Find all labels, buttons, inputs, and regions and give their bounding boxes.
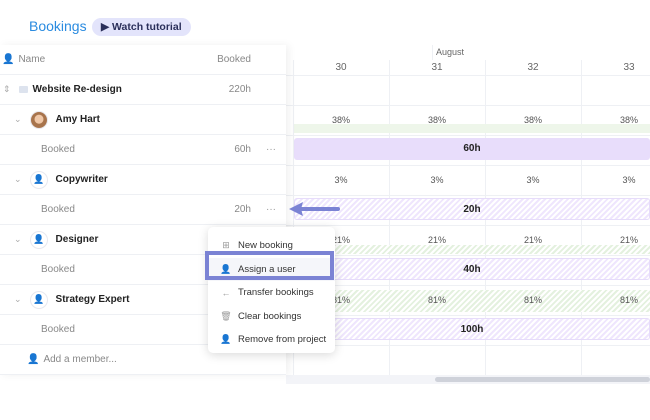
utilization-value: 81%	[331, 295, 350, 305]
utilization-value: 3%	[526, 175, 540, 185]
arrow-annotation-icon	[289, 202, 340, 216]
menu-item-transfer-bookings[interactable]: ← Transfer bookings	[221, 287, 314, 299]
chevron-down-icon[interactable]: ⌄	[14, 234, 22, 244]
utilization-value: 38%	[523, 115, 542, 125]
remove-user-icon: 👤	[220, 334, 232, 345]
booking-bar[interactable]: 60h	[294, 138, 650, 160]
expand-collapse-icon[interactable]: ⇕	[3, 84, 11, 94]
booked-row: Booked 60h ···	[0, 135, 286, 165]
week-header: 30	[335, 62, 347, 73]
menu-item-clear-bookings[interactable]: 🗑 Clear bookings	[220, 310, 302, 322]
role-row[interactable]: ⌄ 👤 Designer	[0, 225, 286, 255]
timeline-grid: August 30 31 32 33 38% 38% 38% 38% 60h 3…	[286, 45, 650, 375]
chevron-down-icon[interactable]: ⌄	[14, 114, 22, 124]
week-header: 31	[431, 62, 443, 73]
menu-item-remove-from-project[interactable]: 👤 Remove from project	[220, 334, 327, 346]
utilization-value: 21%	[331, 235, 350, 245]
utilization-value: 21%	[523, 235, 542, 245]
utilization-value: 81%	[523, 295, 542, 305]
more-options-icon[interactable]: ···	[266, 204, 276, 215]
booked-row: Booked	[0, 315, 286, 345]
context-menu: ⊞ New booking 👤 Assign a user ← Transfer bo…	[208, 227, 335, 353]
avatar	[29, 110, 48, 129]
booking-bar[interactable]: 20h	[294, 198, 650, 220]
plus-square-icon: ⊞	[222, 240, 230, 251]
utilization-value: 3%	[430, 175, 444, 185]
add-user-icon: 👤	[220, 263, 232, 274]
add-member-button[interactable]: 👤 Add a member...	[0, 345, 286, 375]
chevron-down-icon[interactable]: ⌄	[14, 174, 22, 184]
menu-item-assign-user[interactable]: 👤 Assign a user	[208, 257, 335, 281]
user-placeholder-icon: 👤	[29, 230, 48, 249]
utilization-value: 38%	[331, 115, 350, 125]
page-title: Bookings	[29, 18, 87, 34]
folder-icon	[18, 86, 28, 93]
watch-tutorial-button[interactable]: ▶ Watch tutorial	[92, 18, 191, 36]
utilization-value: 38%	[427, 115, 446, 125]
more-options-icon[interactable]: ···	[266, 144, 276, 155]
utilization-value: 3%	[334, 175, 348, 185]
chevron-down-icon[interactable]: ⌄	[14, 294, 22, 304]
utilization-strip	[294, 290, 650, 312]
resource-list: 👤 Name Booked ⇕ Website Re-design 220h ⌄…	[0, 45, 286, 375]
booked-row: Booked	[0, 255, 286, 285]
table-header: 👤 Name Booked	[0, 45, 286, 75]
booking-bar[interactable]: 100h	[294, 318, 650, 340]
arrow-left-icon: ←	[221, 287, 231, 298]
utilization-value: 38%	[619, 115, 638, 125]
utilization-strip	[294, 245, 650, 254]
play-icon: ▶	[101, 21, 112, 33]
role-row[interactable]: ⌄ 👤 Copywriter	[0, 165, 286, 195]
booking-bar[interactable]: 40h	[294, 258, 650, 280]
user-placeholder-icon: 👤	[29, 290, 48, 309]
project-row[interactable]: ⇕ Website Re-design 220h	[0, 75, 286, 105]
week-header: 33	[623, 62, 635, 73]
person-row[interactable]: ⌄ Amy Hart	[0, 105, 286, 135]
utilization-value: 3%	[622, 175, 636, 185]
month-label: August	[436, 47, 465, 57]
menu-item-new-booking[interactable]: ⊞ New booking	[208, 234, 335, 258]
user-placeholder-icon: 👤	[29, 170, 48, 189]
utilization-value: 81%	[427, 295, 446, 305]
utilization-value: 21%	[427, 235, 446, 245]
add-user-icon: 👤	[2, 54, 15, 65]
role-row[interactable]: ⌄ 👤 Strategy Expert	[0, 285, 286, 315]
month-divider	[432, 45, 433, 60]
utilization-strip	[294, 124, 650, 133]
horizontal-scrollbar[interactable]	[435, 377, 650, 382]
week-header: 32	[527, 62, 539, 73]
add-user-icon: 👤	[27, 354, 40, 365]
trash-icon: 🗑	[220, 310, 232, 321]
booked-row: Booked 20h ···	[0, 195, 286, 225]
utilization-value: 81%	[619, 295, 638, 305]
utilization-value: 21%	[619, 235, 638, 245]
